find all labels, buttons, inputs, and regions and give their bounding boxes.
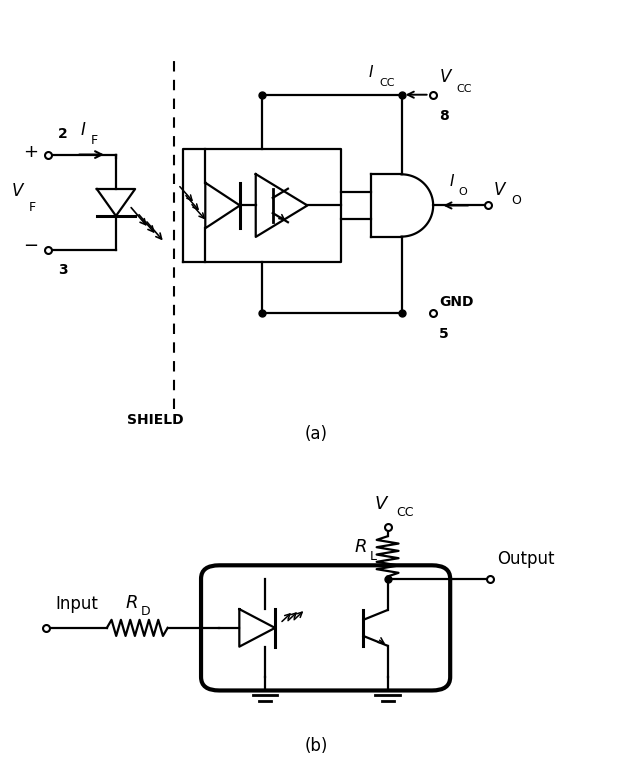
Text: V: V (439, 68, 451, 85)
Text: Output: Output (498, 550, 555, 568)
Text: V: V (494, 181, 505, 199)
Text: I: I (449, 174, 454, 189)
Text: CC: CC (379, 78, 394, 88)
Text: GND: GND (439, 295, 473, 309)
Text: Input: Input (55, 595, 98, 613)
Text: (b): (b) (305, 737, 328, 755)
Text: SHIELD: SHIELD (127, 413, 184, 427)
Text: O: O (511, 194, 521, 207)
FancyBboxPatch shape (201, 565, 450, 690)
Text: CC: CC (456, 84, 472, 94)
Text: 5: 5 (439, 328, 449, 341)
Text: D: D (141, 605, 150, 619)
Text: CC: CC (396, 506, 413, 519)
Text: L: L (370, 550, 377, 563)
Text: V: V (12, 182, 23, 200)
Text: F: F (28, 201, 35, 214)
Text: (a): (a) (305, 425, 328, 443)
Text: 8: 8 (439, 109, 449, 123)
Text: V: V (374, 495, 387, 513)
Text: R: R (354, 538, 367, 556)
Text: +: + (23, 142, 39, 161)
Text: 3: 3 (58, 264, 67, 277)
Text: 2: 2 (58, 126, 67, 141)
Text: I: I (80, 121, 85, 139)
Text: I: I (368, 65, 373, 80)
Text: O: O (458, 187, 467, 197)
Text: F: F (91, 134, 98, 147)
Text: R: R (125, 594, 137, 612)
Text: −: − (23, 236, 39, 255)
